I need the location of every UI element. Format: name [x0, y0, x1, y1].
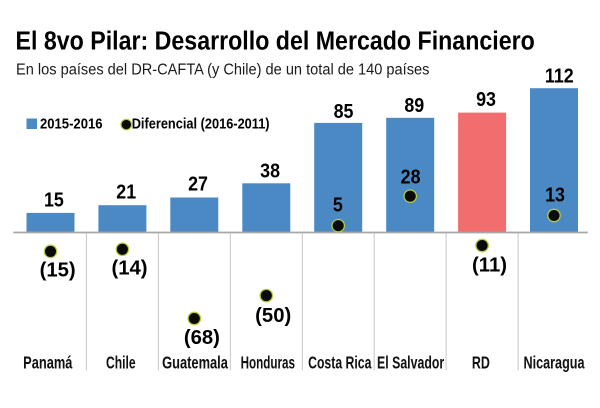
svg-text:RD: RD	[472, 353, 490, 373]
svg-text:89: 89	[404, 95, 424, 117]
svg-text:Guatemala: Guatemala	[162, 354, 228, 373]
svg-text:En los países del DR-CAFTA (y: En los países del DR-CAFTA (y Chile) de …	[16, 61, 429, 78]
svg-text:85: 85	[334, 101, 354, 123]
svg-text:(68): (68)	[184, 327, 220, 349]
svg-text:Panamá: Panamá	[23, 354, 73, 373]
svg-text:28: 28	[401, 167, 421, 189]
svg-text:Nicaragua: Nicaragua	[523, 354, 584, 374]
svg-text:Costa Rica: Costa Rica	[308, 353, 372, 373]
svg-text:Diferencial (2016-2011): Diferencial (2016-2011)	[132, 116, 270, 132]
svg-text:112: 112	[545, 66, 574, 88]
svg-text:(14): (14)	[111, 258, 147, 280]
svg-text:38: 38	[260, 160, 280, 182]
svg-text:El 8vo Pilar: Desarrollo del M: El 8vo Pilar: Desarrollo del Mercado Fin…	[16, 28, 535, 56]
svg-text:(15): (15)	[40, 259, 76, 281]
svg-text:2015-2016: 2015-2016	[40, 116, 103, 132]
svg-text:Honduras: Honduras	[241, 353, 295, 373]
svg-text:21: 21	[116, 182, 136, 204]
svg-text:13: 13	[545, 185, 565, 207]
svg-text:(50): (50)	[255, 305, 291, 327]
svg-text:15: 15	[44, 190, 64, 212]
svg-text:Chile: Chile	[106, 353, 136, 373]
svg-text:(11): (11)	[472, 254, 507, 276]
svg-text:27: 27	[188, 173, 208, 195]
svg-text:El Salvador: El Salvador	[377, 353, 444, 373]
svg-text:93: 93	[476, 89, 496, 111]
svg-text:5: 5	[333, 194, 343, 216]
